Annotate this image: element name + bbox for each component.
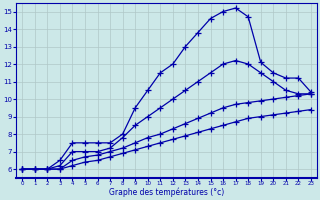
X-axis label: Graphe des températures (°c): Graphe des températures (°c) [109,188,224,197]
